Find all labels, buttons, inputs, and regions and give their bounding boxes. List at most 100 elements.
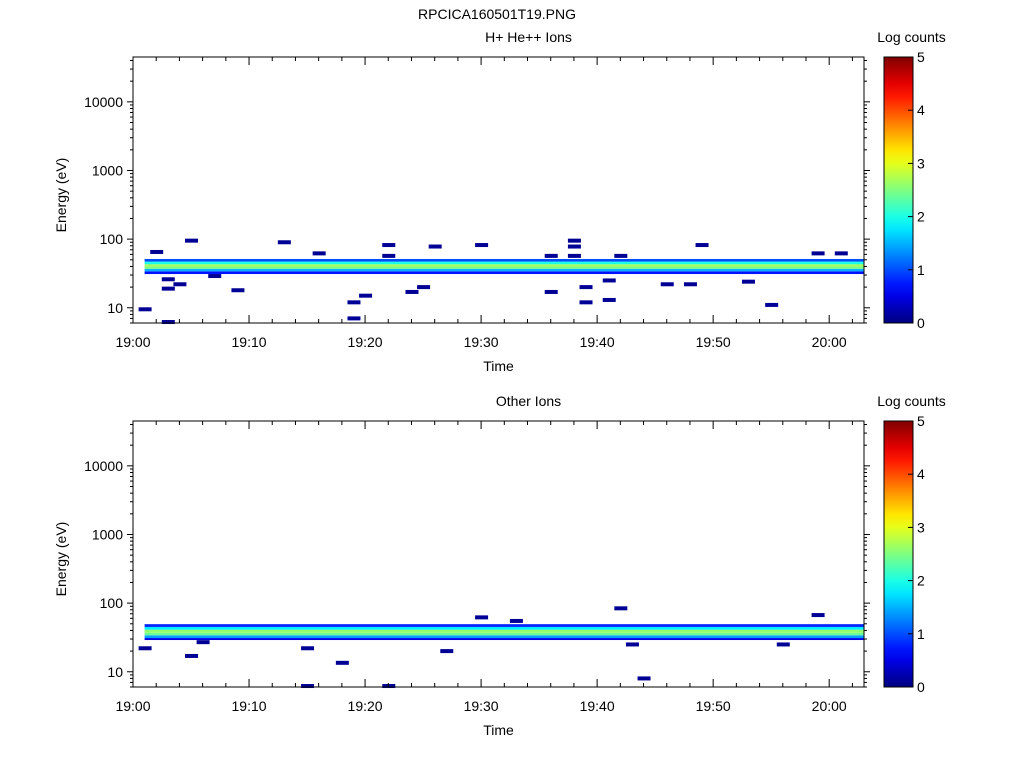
x-axis-label: Time: [483, 358, 514, 374]
colorbar-tick-label: 5: [917, 49, 925, 65]
y-tick-label: 10: [107, 664, 123, 680]
spectrogram-point: [417, 285, 431, 290]
colorbar-tick-label: 1: [917, 262, 925, 278]
spectrogram-point: [382, 243, 396, 248]
x-tick-label: 19:30: [464, 698, 499, 714]
spectrogram-band-cell: [144, 624, 865, 627]
x-tick-label: 19:20: [348, 334, 383, 350]
x-tick-label: 19:20: [348, 698, 383, 714]
spectrogram-point: [196, 640, 210, 645]
x-tick-label: 19:10: [232, 698, 267, 714]
spectrogram-point: [161, 277, 175, 282]
spectrogram-point: [405, 289, 419, 294]
colorbar: [883, 420, 914, 688]
colorbar-tick-label: 0: [917, 315, 925, 331]
colorbar-tick-label: 3: [917, 155, 925, 171]
spectrogram-point: [161, 320, 175, 325]
spectrogram-point: [625, 642, 639, 647]
colorbar: [883, 56, 914, 324]
y-tick-label: 1000: [92, 526, 123, 542]
x-tick-label: 19:30: [464, 334, 499, 350]
spectrogram-point: [544, 289, 558, 294]
spectrogram-point: [567, 244, 581, 249]
colorbar-tick-label: 1: [917, 626, 925, 642]
spectrogram-point: [161, 286, 175, 291]
spectrogram-point: [359, 293, 373, 298]
spectrogram-point: [277, 240, 291, 245]
y-tick-label: 100: [100, 595, 124, 611]
panel-2: Other Ions 19:00 19:10 19:20 19:30 19:40 19:50…: [53, 393, 946, 738]
y-tick-label: 10000: [84, 94, 123, 110]
x-tick-label: 19:10: [232, 334, 267, 350]
spectrogram-point: [741, 279, 755, 284]
x-tick-label: 20:00: [812, 334, 847, 350]
spectrogram-point: [231, 288, 245, 293]
spectrogram-point: [683, 282, 697, 287]
colorbar-tick-label: 4: [917, 466, 925, 482]
figure-title: RPCICA160501T19.PNG: [418, 6, 576, 22]
plot-frame: [132, 56, 865, 324]
colorbar-tick-label: 2: [917, 573, 925, 589]
colorbar-tick-label: 3: [917, 519, 925, 535]
spectrogram-band-cell: [144, 258, 865, 262]
x-tick-label: 19:00: [115, 334, 150, 350]
spectrogram-band-cell: [144, 268, 865, 272]
colorbar-tick-label: 5: [917, 413, 925, 429]
plot-frame: [132, 420, 865, 688]
spectrogram-point: [509, 618, 523, 623]
x-tick-label: 19:00: [115, 698, 150, 714]
spectrogram-point: [382, 253, 396, 258]
x-tick-label: 19:40: [580, 698, 615, 714]
x-tick-label: 19:40: [580, 334, 615, 350]
spectrogram-band-cell: [144, 271, 865, 275]
colorbar-tick-label: 4: [917, 102, 925, 118]
panel-title: H+ He++ Ions: [485, 29, 572, 45]
spectrogram-point: [335, 660, 349, 665]
y-tick-label: 1000: [92, 162, 123, 178]
panel-title: Other Ions: [496, 393, 561, 409]
spectrogram-point: [637, 676, 651, 681]
spectrogram-point: [475, 615, 489, 620]
spectrogram-point: [347, 316, 361, 321]
spectrogram-point: [301, 646, 315, 651]
y-tick-label: 10000: [84, 458, 123, 474]
x-tick-label: 19:50: [696, 698, 731, 714]
spectrogram-point: [185, 653, 199, 658]
spectrogram-band-cell: [144, 629, 865, 633]
x-tick-label: 20:00: [812, 698, 847, 714]
x-tick-label: 19:50: [696, 334, 731, 350]
spectrogram-point: [567, 238, 581, 243]
spectrogram-band-cell: [144, 635, 865, 639]
spectrogram-point: [811, 613, 825, 618]
spectrogram-point: [347, 300, 361, 305]
spectrogram-point: [138, 307, 152, 312]
colorbar-label: Log counts: [877, 393, 946, 409]
spectrogram-point: [428, 244, 442, 249]
spectrogram-point: [614, 606, 628, 611]
colorbar-label: Log counts: [877, 29, 946, 45]
spectrogram-point: [695, 243, 709, 248]
y-tick-label: 10: [107, 300, 123, 316]
spectrogram-point: [567, 253, 581, 258]
panels: H+ He++ Ions 19:00 19:10 19:20 19:30 19:40 19:…: [53, 29, 946, 738]
spectrogram-point: [185, 238, 199, 243]
spectrogram-point: [579, 285, 593, 290]
spectrogram-point: [150, 249, 164, 254]
colorbar-tick-label: 0: [917, 679, 925, 695]
panel-1: H+ He++ Ions 19:00 19:10 19:20 19:30 19:40 19:…: [53, 29, 946, 374]
spectrogram-point: [475, 243, 489, 248]
spectrogram-band-cell: [144, 626, 865, 630]
spectrogram-band-cell: [144, 266, 865, 269]
x-axis-label: Time: [483, 722, 514, 738]
spectrogram-point: [544, 253, 558, 258]
y-axis-label: Energy (eV): [53, 158, 69, 233]
spectrogram-point: [138, 646, 152, 651]
spectrogram-band-cell: [144, 632, 865, 636]
spectrogram-point: [602, 278, 616, 283]
y-axis-label: Energy (eV): [53, 522, 69, 597]
spectrogram-point: [312, 251, 326, 256]
spectrogram-point: [765, 302, 779, 307]
colorbar-tick-label: 2: [917, 209, 925, 225]
spectrogram-point: [660, 282, 674, 287]
spectrogram-band-cell: [144, 638, 865, 641]
